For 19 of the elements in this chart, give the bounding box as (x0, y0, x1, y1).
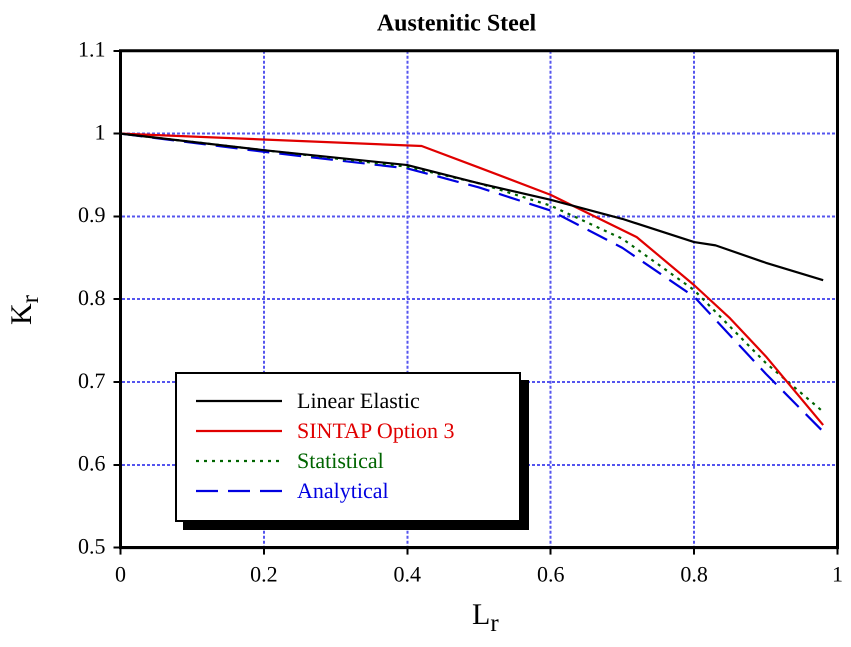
legend-label: Linear Elastic (297, 388, 420, 414)
legend-label: Analytical (297, 478, 389, 504)
y-tick-label: 0.5 (78, 533, 106, 558)
x-axis-title: L$_{r}$ (472, 598, 499, 638)
y-tick-label: 0.9 (78, 202, 106, 228)
y-tick-label: 1 (94, 119, 106, 144)
chart-title: Austenitic Steel (376, 10, 536, 37)
x-tick-label: 0.8 (680, 562, 708, 587)
legend-label: Statistical (297, 448, 384, 474)
x-tick-label: 0.2 (250, 562, 278, 587)
legend-label: SINTAP Option 3 (297, 418, 455, 444)
y-tick-label: 0.8 (78, 284, 106, 310)
y-tick-label: 1.1 (78, 36, 106, 62)
x-tick-label: 0.4 (394, 562, 422, 587)
x-tick-label: 1 (832, 562, 843, 587)
x-tick-label: 0 (115, 562, 126, 587)
x-tick-label: 0.6 (536, 562, 564, 587)
y-tick-label: 0.7 (78, 368, 106, 393)
y-tick-label: 0.6 (78, 450, 106, 476)
